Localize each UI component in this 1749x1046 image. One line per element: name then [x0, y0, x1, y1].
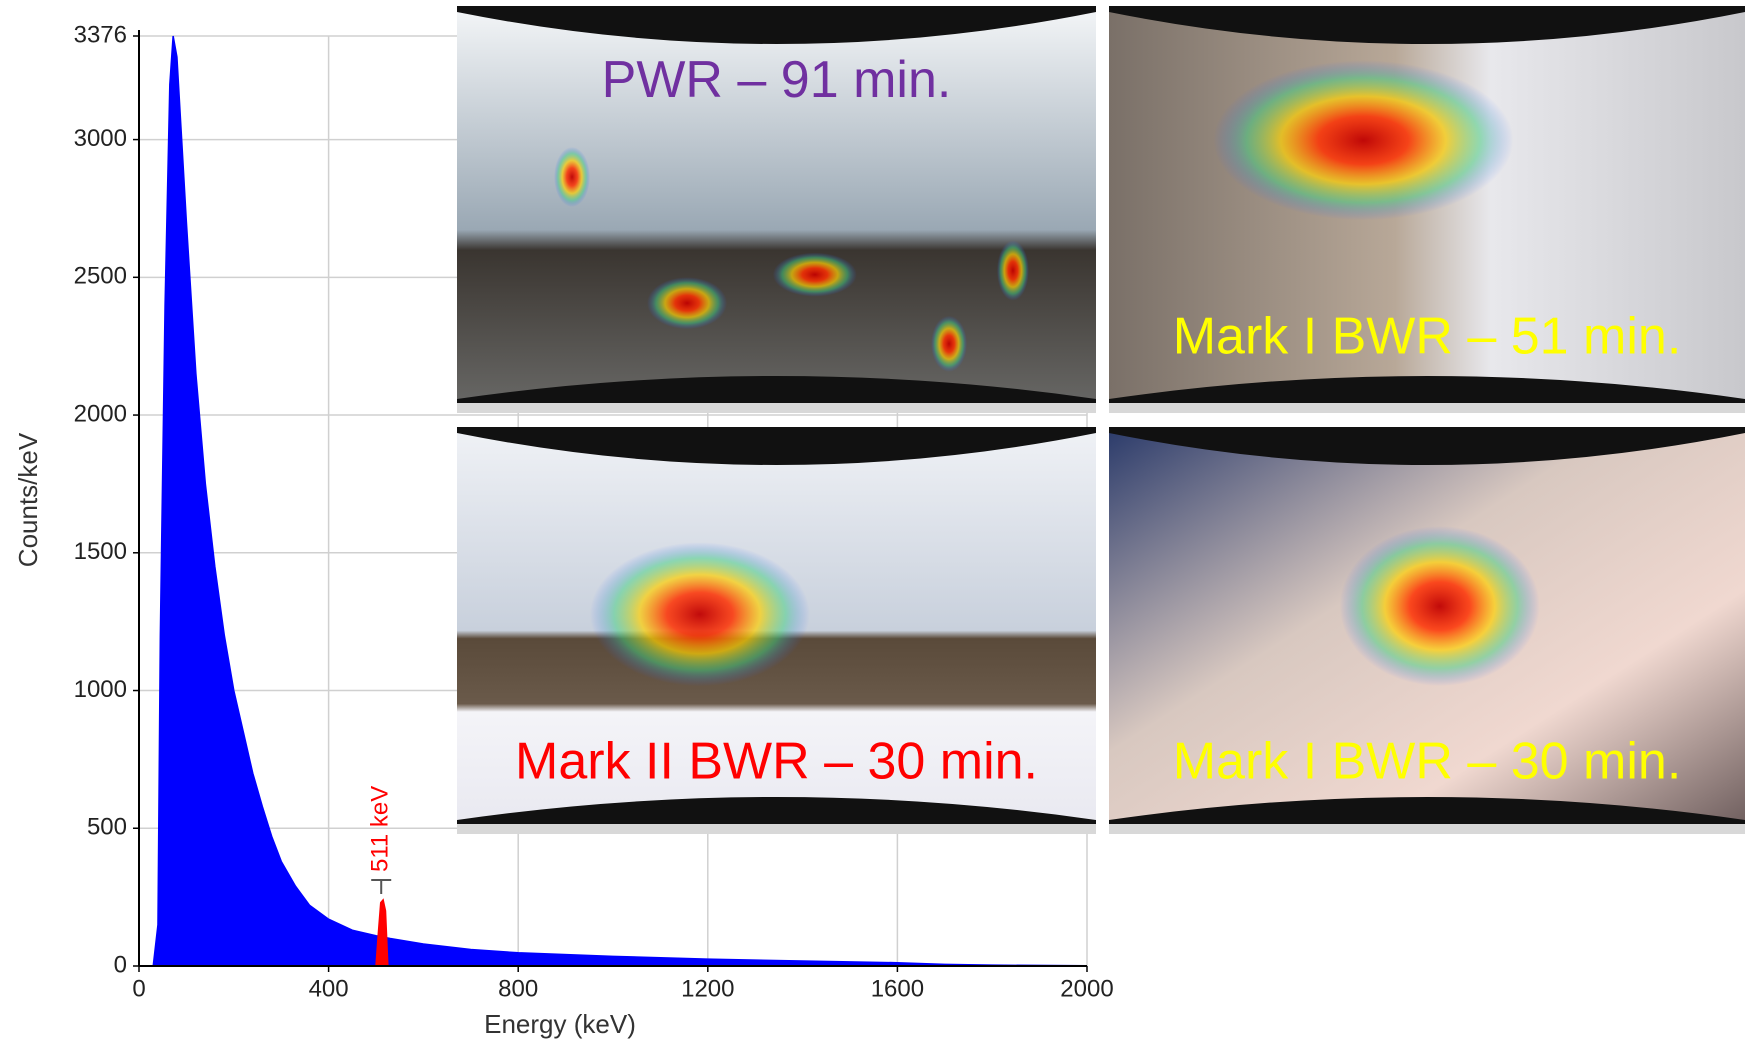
- x-tick-label: 800: [498, 975, 538, 1002]
- image-panel: Mark I BWR – 30 min.: [1109, 427, 1745, 834]
- x-tick-label: 400: [309, 975, 349, 1002]
- y-tick-label: 3376: [74, 21, 127, 48]
- heat-spot: [590, 542, 810, 686]
- heat-spot: [773, 253, 857, 297]
- image-panel: Mark I BWR – 51 min.: [1109, 6, 1745, 413]
- image-panel: Mark II BWR – 30 min.: [457, 427, 1096, 834]
- heat-spot: [554, 147, 590, 207]
- panel-caption: Mark II BWR – 30 min.: [515, 733, 1038, 791]
- y-tick-label: 1000: [74, 676, 127, 703]
- annotation-marker: [371, 880, 391, 894]
- figure: 0 500 1000 1500 2000 2500 3000 3376 0 400 800 1200 1…: [0, 0, 1749, 1046]
- heat-spot: [1213, 60, 1513, 220]
- panel-caption: Mark I BWR – 30 min.: [1173, 733, 1682, 791]
- image-panels: PWR – 91 min. Mark I BWR – 51 min. Mark II…: [457, 6, 1745, 834]
- heat-spot: [931, 316, 967, 372]
- panel-caption: Mark I BWR – 51 min.: [1173, 307, 1682, 365]
- x-tick-label: 2000: [1060, 975, 1113, 1002]
- image-panel: PWR – 91 min.: [457, 6, 1096, 413]
- y-tick-label: 2500: [74, 263, 127, 290]
- y-tick-label: 0: [114, 951, 127, 978]
- heat-spot: [997, 241, 1029, 301]
- annotation: 511 keV: [367, 786, 394, 872]
- y-tick-label: 500: [87, 814, 127, 841]
- status-bar: [457, 824, 1096, 834]
- heat-spot: [1340, 526, 1540, 686]
- heat-spot: [647, 277, 727, 329]
- x-tick-label: 1600: [871, 975, 924, 1002]
- y-axis-title: Counts/keV: [13, 432, 43, 567]
- y-tick-label: 2000: [74, 400, 127, 427]
- y-tick-label: 1500: [74, 538, 127, 565]
- x-axis-title: Energy (keV): [484, 1009, 636, 1039]
- panel-caption: PWR – 91 min.: [602, 51, 952, 109]
- status-bar: [1109, 824, 1745, 834]
- y-tick-label: 3000: [74, 125, 127, 152]
- status-bar: [457, 403, 1096, 413]
- x-tick-label: 0: [132, 975, 145, 1002]
- status-bar: [1109, 403, 1745, 413]
- x-tick-label: 1200: [681, 975, 734, 1002]
